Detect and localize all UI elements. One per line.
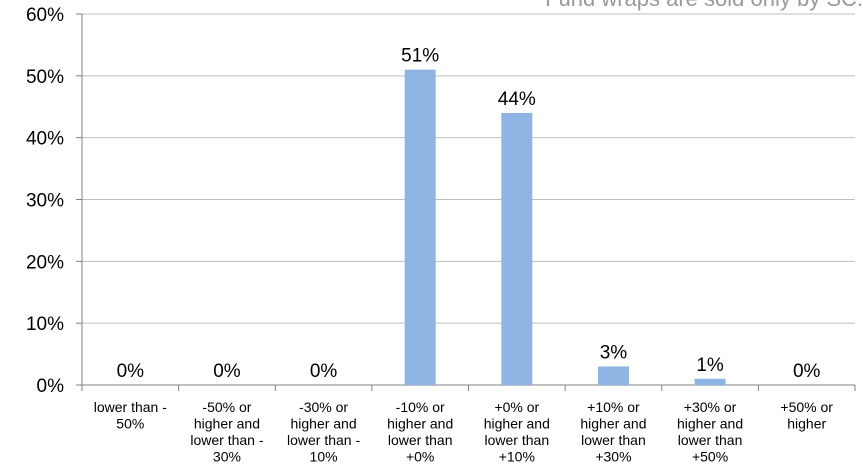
y-tick-label: 40%: [26, 129, 64, 150]
x-tick-label: -30% or higher and lower than -10%: [287, 399, 360, 465]
x-tick-label: +0% or higher and lower than +10%: [484, 399, 550, 465]
x-tick-label: +50% or higher: [780, 399, 833, 432]
y-tick-label: 10%: [26, 314, 64, 335]
data-label: 1%: [696, 355, 724, 376]
y-tick-label: 0%: [37, 376, 65, 397]
data-label: 0%: [117, 361, 145, 382]
data-label: 51%: [401, 46, 439, 67]
bar: [404, 69, 436, 386]
data-label: 0%: [213, 361, 241, 382]
data-label: 0%: [793, 361, 821, 382]
data-label: 3%: [600, 342, 628, 363]
chart-note: Fund wraps are sold only by SC.: [545, 0, 863, 12]
y-tick-label: 30%: [26, 191, 64, 212]
x-tick-label: +30% or higher and lower than +50%: [677, 399, 743, 465]
x-tick-label: -50% or higher and lower than -30%: [190, 399, 263, 465]
x-tick-label: +10% or higher and lower than +30%: [580, 399, 646, 465]
bar: [597, 366, 629, 385]
bar: [501, 112, 533, 385]
x-tick-label: lower than -50%: [94, 399, 167, 432]
bar: [694, 378, 726, 385]
y-tick-label: 20%: [26, 252, 64, 273]
data-label: 0%: [310, 361, 338, 382]
y-tick-label: 60%: [26, 5, 64, 26]
x-tick-label: -10% or higher and lower than +0%: [387, 399, 453, 465]
y-tick-label: 50%: [26, 67, 64, 88]
data-label: 44%: [498, 89, 536, 110]
